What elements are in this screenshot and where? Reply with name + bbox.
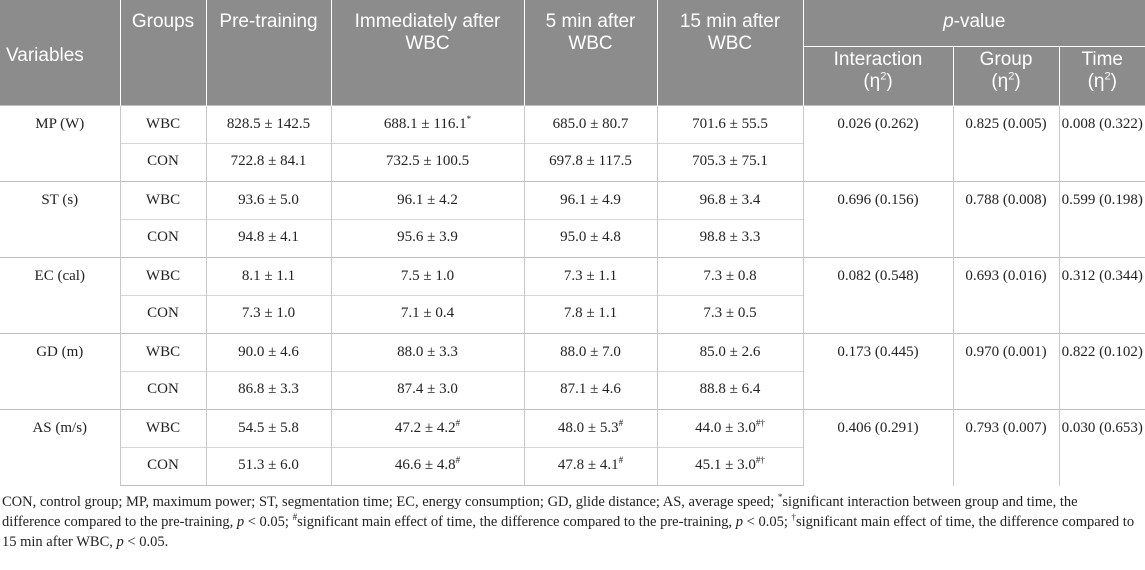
immediately-after-cell: 88.0 ± 3.3: [330, 333, 524, 372]
pre-training-cell: 8.1 ± 1.1: [205, 257, 331, 296]
header-15-min-after: 15 min after WBC: [656, 0, 803, 106]
immediately-after-cell: 87.4 ± 3.0: [330, 371, 524, 410]
pre-training-cell: 93.6 ± 5.0: [205, 181, 331, 220]
header-time: Time (η2): [1058, 46, 1145, 106]
15-min-after-cell: 7.3 ± 0.8: [656, 257, 803, 296]
group-cell: WBC: [119, 333, 206, 372]
interaction-p-cell: 0.026 (0.262): [802, 105, 953, 182]
table-row: ST (s) WBC 93.6 ± 5.0 96.1 ± 4.2 96.1 ± …: [0, 181, 1145, 258]
immediately-after-cell: 7.1 ± 0.4: [330, 295, 524, 334]
immediately-after-cell: 46.6 ± 4.8#: [330, 447, 524, 486]
header-pre-training: Pre-training: [205, 0, 331, 106]
group-cell: WBC: [119, 257, 206, 296]
15-min-after-cell: 44.0 ± 3.0#†: [656, 409, 803, 448]
interaction-p-cell: 0.082 (0.548): [802, 257, 953, 334]
interaction-p-cell: 0.696 (0.156): [802, 181, 953, 258]
immediately-after-cell: 95.6 ± 3.9: [330, 219, 524, 258]
header-variables: Variables: [0, 0, 120, 106]
time-p-cell: 0.599 (0.198): [1058, 181, 1145, 258]
table-row: CON 86.8 ± 3.3 87.4 ± 3.0 87.1 ± 4.6 88.…: [0, 371, 1145, 410]
15-min-after-cell: 85.0 ± 2.6: [656, 333, 803, 372]
15-min-after-cell: 96.8 ± 3.4: [656, 181, 803, 220]
time-p-cell: 0.822 (0.102): [1058, 333, 1145, 410]
immediately-after-cell: 47.2 ± 4.2#: [330, 409, 524, 448]
pre-training-cell: 828.5 ± 142.5: [205, 105, 331, 144]
5-min-after-cell: 685.0 ± 80.7: [523, 105, 657, 144]
group-cell: WBC: [119, 181, 206, 220]
group-p-cell: 0.793 (0.007): [952, 409, 1059, 486]
table-row: CON 7.3 ± 1.0 7.1 ± 0.4 7.8 ± 1.1 7.3 ± …: [0, 295, 1145, 334]
header-row-1: Variables Groups Pre-training Immediatel…: [0, 0, 1145, 106]
immediately-after-cell: 732.5 ± 100.5: [330, 143, 524, 182]
immediately-after-cell: 7.5 ± 1.0: [330, 257, 524, 296]
table-footnote: CON, control group; MP, maximum power; S…: [2, 492, 1135, 550]
table-row: AS (m/s) WBC 54.5 ± 5.8 47.2 ± 4.2# 48.0…: [0, 409, 1145, 486]
5-min-after-cell: 7.8 ± 1.1: [523, 295, 657, 334]
group-cell: CON: [119, 219, 206, 258]
5-min-after-cell: 95.0 ± 4.8: [523, 219, 657, 258]
group-cell: CON: [119, 447, 206, 486]
table-row: CON 94.8 ± 4.1 95.6 ± 3.9 95.0 ± 4.8 98.…: [0, 219, 1145, 258]
header-groups: Groups: [119, 0, 206, 106]
pre-training-cell: 51.3 ± 6.0: [205, 447, 331, 486]
5-min-after-cell: 7.3 ± 1.1: [523, 257, 657, 296]
immediately-after-cell: 96.1 ± 4.2: [330, 181, 524, 220]
header-group: Group (η2): [952, 46, 1059, 106]
15-min-after-cell: 88.8 ± 6.4: [656, 371, 803, 410]
variable-cell: AS (m/s): [0, 409, 120, 486]
header-immediately-after: Immediately after WBC: [330, 0, 524, 106]
group-p-cell: 0.970 (0.001): [952, 333, 1059, 410]
5-min-after-cell: 87.1 ± 4.6: [523, 371, 657, 410]
table-row: GD (m) WBC 90.0 ± 4.6 88.0 ± 3.3 88.0 ± …: [0, 333, 1145, 410]
interaction-p-cell: 0.406 (0.291): [802, 409, 953, 486]
group-cell: CON: [119, 371, 206, 410]
pre-training-cell: 54.5 ± 5.8: [205, 409, 331, 448]
table-row: CON 722.8 ± 84.1 732.5 ± 100.5 697.8 ± 1…: [0, 143, 1145, 182]
header-interaction: Interaction (η2): [802, 46, 953, 106]
table-row: MP (W) WBC 828.5 ± 142.5 688.1 ± 116.1* …: [0, 105, 1145, 182]
pre-training-cell: 722.8 ± 84.1: [205, 143, 331, 182]
group-p-cell: 0.825 (0.005): [952, 105, 1059, 182]
results-table: Variables Groups Pre-training Immediatel…: [0, 0, 1145, 486]
header-5-min-after: 5 min after WBC: [523, 0, 657, 106]
group-p-cell: 0.693 (0.016): [952, 257, 1059, 334]
immediately-after-cell: 688.1 ± 116.1*: [330, 105, 524, 144]
15-min-after-cell: 705.3 ± 75.1: [656, 143, 803, 182]
time-p-cell: 0.312 (0.344): [1058, 257, 1145, 334]
5-min-after-cell: 47.8 ± 4.1#: [523, 447, 657, 486]
5-min-after-cell: 88.0 ± 7.0: [523, 333, 657, 372]
5-min-after-cell: 697.8 ± 117.5: [523, 143, 657, 182]
table-row: CON 51.3 ± 6.0 46.6 ± 4.8# 47.8 ± 4.1# 4…: [0, 447, 1145, 486]
group-cell: WBC: [119, 105, 206, 144]
group-cell: WBC: [119, 409, 206, 448]
variable-cell: GD (m): [0, 333, 120, 410]
group-p-cell: 0.788 (0.008): [952, 181, 1059, 258]
time-p-cell: 0.008 (0.322): [1058, 105, 1145, 182]
15-min-after-cell: 45.1 ± 3.0#†: [656, 447, 803, 486]
pre-training-cell: 7.3 ± 1.0: [205, 295, 331, 334]
pre-training-cell: 86.8 ± 3.3: [205, 371, 331, 410]
pre-training-cell: 94.8 ± 4.1: [205, 219, 331, 258]
time-p-cell: 0.030 (0.653): [1058, 409, 1145, 486]
5-min-after-cell: 48.0 ± 5.3#: [523, 409, 657, 448]
header-row-2: Interaction (η2) Group (η2) Time (η2): [0, 46, 1145, 106]
5-min-after-cell: 96.1 ± 4.9: [523, 181, 657, 220]
15-min-after-cell: 98.8 ± 3.3: [656, 219, 803, 258]
interaction-p-cell: 0.173 (0.445): [802, 333, 953, 410]
header-p-value: p-value: [802, 0, 1145, 47]
pre-training-cell: 90.0 ± 4.6: [205, 333, 331, 372]
variable-cell: ST (s): [0, 181, 120, 258]
group-cell: CON: [119, 143, 206, 182]
15-min-after-cell: 7.3 ± 0.5: [656, 295, 803, 334]
group-cell: CON: [119, 295, 206, 334]
15-min-after-cell: 701.6 ± 55.5: [656, 105, 803, 144]
results-table-container: Variables Groups Pre-training Immediatel…: [0, 0, 1145, 550]
variable-cell: MP (W): [0, 105, 120, 182]
variable-cell: EC (cal): [0, 257, 120, 334]
table-row: EC (cal) WBC 8.1 ± 1.1 7.5 ± 1.0 7.3 ± 1…: [0, 257, 1145, 334]
table-body: MP (W) WBC 828.5 ± 142.5 688.1 ± 116.1* …: [0, 105, 1145, 486]
